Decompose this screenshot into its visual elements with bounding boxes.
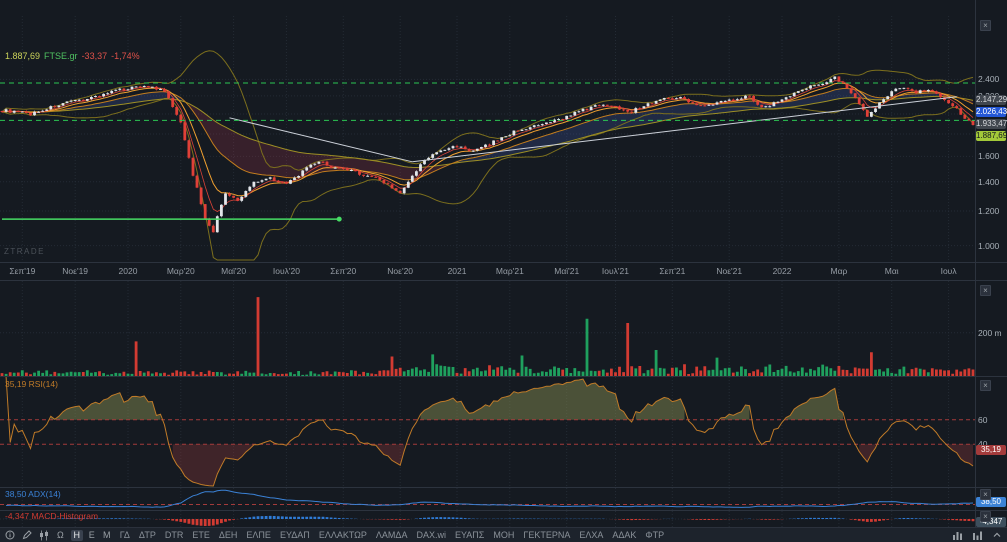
omega-button[interactable]: Ω [57,530,64,540]
close-adx-pane-button[interactable]: × [980,489,991,500]
platform-watermark: ZTRADE [4,247,45,256]
candlestick-chart-icon[interactable] [39,530,50,541]
price-badge: 1.887,69 [976,131,1007,142]
time-axis-label: Μαρ'20 [166,266,195,276]
draw-pencil-icon[interactable] [22,530,32,540]
ticker-item[interactable]: ΑΔΑΚ [612,530,637,540]
ticker-item[interactable]: ΜΟΗ [493,530,515,540]
rsi-value-badge: 35,19 [976,445,1006,456]
time-axis-label: Σεπ'20 [330,266,357,276]
price-axis-label: 1.600 [978,151,1000,162]
time-axis-label: Μαι [884,266,899,276]
time-axis-label: Σεπ'19 [9,266,36,276]
macd-value-badge: -4,347 [976,517,1006,527]
collapse-panel-up-icon[interactable] [992,530,1002,540]
ticker-item[interactable]: ΦΤΡ [645,530,665,540]
price-axis-label: 1.000 [978,240,1000,251]
ticker-item[interactable]: ΛΑΜΔΑ [375,530,408,540]
price-axis-label: 1.200 [978,205,1000,216]
ticker-item[interactable]: ΕΛΛΑΚΤΩΡ [318,530,367,540]
time-axis-label: Νοε'20 [387,266,414,276]
adx-indicator-label[interactable]: 38,50 ADX(14) [5,489,61,499]
time-axis-label: Μαρ [830,266,848,276]
price-badge: 2.026,43 [976,107,1007,118]
histogram-icon[interactable] [972,530,983,540]
rsi-indicator-label[interactable]: 35,19 RSI(14) [5,379,58,389]
timeframe-Μ[interactable]: Μ [102,529,111,540]
time-axis-label: Ιουλ'21 [601,266,630,276]
macd-indicator-label[interactable]: -4,347 MACD-Histogram [5,511,99,521]
ticker-item[interactable]: ΕΛΠΕ [246,530,271,540]
timeframe-Ε[interactable]: Ε [88,529,95,540]
ticker-item[interactable]: ΔΕΗ [218,530,238,540]
close-main-pane-button[interactable]: × [980,20,991,31]
rsi-level-label: 40 [978,439,987,449]
symbol-change-pct: -1,74% [111,51,140,61]
time-axis-label: Ιουλ'20 [272,266,300,276]
price-badge: 2.147,29 [976,95,1007,106]
bar-chart-icon[interactable] [952,530,963,540]
symbol-name[interactable]: FTSE.gr [44,51,78,61]
symbol-info: 1.887,69 FTSE.gr -33,37 -1,74% [5,51,144,61]
close-volume-pane-button[interactable]: × [980,285,991,296]
ticker-item[interactable]: ΕΤΕ [192,530,210,540]
ticker-item[interactable]: ΕΥΑΠΣ [454,530,485,540]
close-macd-pane-button[interactable]: × [980,511,991,522]
time-axis-label: 2021 [447,266,467,276]
ticker-item[interactable]: ΕΛΧΑ [579,530,604,540]
time-axis-label: Νοε'21 [716,266,743,276]
ticker-item[interactable]: DAX.wi [416,530,446,540]
ticker-item[interactable]: ΓΔ [119,530,130,540]
timeframe-Η[interactable]: Η [70,529,83,541]
ticker-item[interactable]: ΓΕΚΤΕΡΝΑ [523,530,571,540]
time-axis-label: Νοε'19 [62,266,89,276]
chart-canvas[interactable] [0,0,1007,527]
price-badge: 1.933,47 [976,119,1007,130]
toolbar-right-icons [952,530,1002,540]
ticker-item[interactable]: DTR [164,530,184,540]
time-axis-label: Μαϊ'20 [221,266,247,276]
close-rsi-pane-button[interactable]: × [980,380,991,391]
time-axis-label: Ιουλ [940,266,957,276]
symbol-last-price: 1.887,69 [5,51,41,61]
time-axis-label: 2022 [772,266,792,276]
time-axis-label: Σεπ'21 [659,266,686,276]
symbol-change: -33,37 [81,51,108,61]
price-axis-label: 1.400 [978,176,1000,187]
rsi-level-label: 60 [978,414,988,425]
info-icon[interactable] [5,530,15,540]
volume-axis-label: 200 m [978,327,1002,338]
ticker-item[interactable]: ΕΥΔΑΠ [279,530,310,540]
time-axis-label: Μαρ'21 [495,266,524,276]
time-axis-label: 2020 [118,266,138,276]
price-axis-label: 2.400 [978,74,1000,85]
ticker-watchlist: ΓΔ ΔΤΡ DTR ΕΤΕ ΔΕΗ ΕΛΠΕ ΕΥΔΑΠ ΕΛΛΑΚΤΩΡ ΛΑΜΔΑ DAX.… [120,530,664,540]
ticker-item[interactable]: ΔΤΡ [138,530,156,540]
adx-value-badge: 38,50 [976,497,1006,507]
time-axis-label: Μαϊ'21 [554,266,580,276]
